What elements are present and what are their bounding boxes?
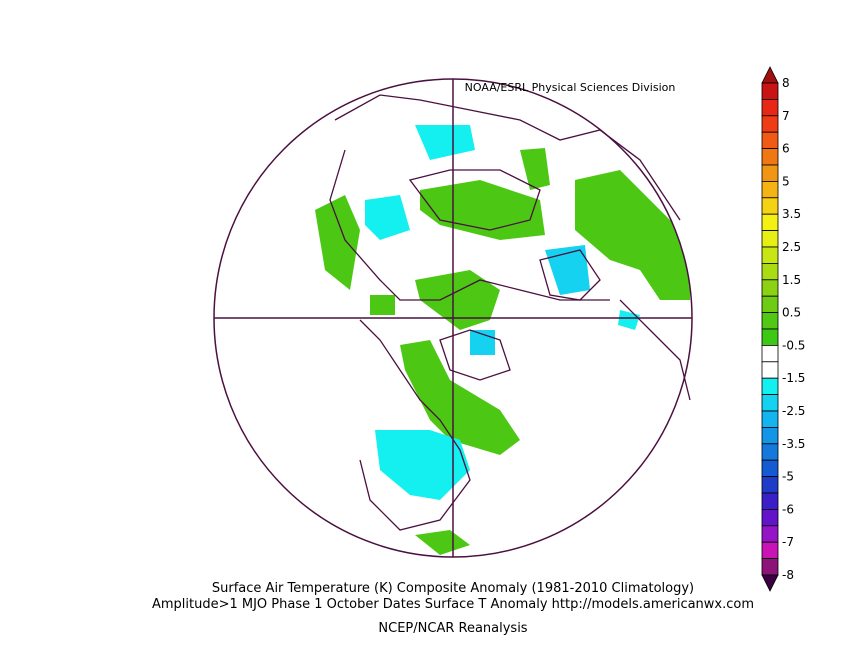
colorbar-box <box>761 492 779 510</box>
data-source: NCEP/NCAR Reanalysis <box>378 621 527 636</box>
credit: NOAA/ESRL Physical Sciences Division <box>465 81 676 94</box>
colorbar-box <box>761 328 779 346</box>
colorbar: 8 7 6 5 3.5 2.5 1.5 0.5 -0.5 -1.5 -2.5 -3.5 -5 -6 -7 -8 <box>761 66 805 592</box>
colorbar-label: 2.5 <box>782 240 801 254</box>
colorbar-box <box>761 213 779 231</box>
colorbar-box <box>761 148 779 166</box>
colorbar-box <box>761 508 779 527</box>
colorbar-box <box>761 443 779 461</box>
colorbar-box <box>761 262 779 281</box>
colorbar-box <box>761 525 779 543</box>
colorbar-box <box>761 558 779 576</box>
colorbar-box <box>761 82 779 100</box>
coastlines <box>329 94 691 531</box>
colorbar-label: -1.5 <box>782 371 805 385</box>
colorbar-label: 6 <box>782 142 790 156</box>
colorbar-box <box>761 410 779 428</box>
colorbar-box <box>761 459 779 478</box>
colorbar-box <box>761 377 779 396</box>
colorbar-box <box>761 344 779 363</box>
colorbar-box <box>761 541 779 560</box>
colorbar-label: 8 <box>782 76 790 90</box>
colorbar-label: -7 <box>782 535 794 549</box>
map-title: Surface Air Temperature (K) Composite An… <box>212 581 694 596</box>
colorbar-box <box>761 99 779 117</box>
colorbar-arrow <box>761 66 779 84</box>
colorbar-box <box>761 394 779 412</box>
colorbar-box <box>761 115 779 133</box>
colorbar-box <box>761 426 779 445</box>
colorbar-box <box>761 197 779 215</box>
colorbar-label: -0.5 <box>782 338 805 352</box>
colorbar-label: -5 <box>782 470 794 484</box>
colorbar-label: -3.5 <box>782 437 805 451</box>
colorbar-box <box>761 164 779 182</box>
colorbar-box <box>761 361 779 379</box>
colorbar-label: -2.5 <box>782 404 805 418</box>
colorbar-box <box>761 295 779 314</box>
colorbar-arrow <box>761 574 779 592</box>
map: NOAA/ESRL Physical Sciences Division <box>213 78 693 558</box>
colorbar-box <box>761 131 779 149</box>
colorbar-box <box>761 246 779 264</box>
colorbar-label: -6 <box>782 502 794 516</box>
colorbar-box <box>761 312 779 330</box>
colorbar-label: 1.5 <box>782 273 801 287</box>
map-subtitle: Amplitude>1 MJO Phase 1 October Dates Su… <box>152 597 754 612</box>
anomaly-fill <box>315 125 690 555</box>
colorbar-box <box>761 180 779 199</box>
colorbar-box <box>761 476 779 494</box>
colorbar-label: 0.5 <box>782 306 801 320</box>
colorbar-label: 5 <box>782 174 790 188</box>
colorbar-box <box>761 230 779 248</box>
colorbar-label: 3.5 <box>782 207 801 221</box>
colorbar-label: 7 <box>782 109 790 123</box>
colorbar-label: -8 <box>782 568 794 582</box>
colorbar-box <box>761 279 779 297</box>
